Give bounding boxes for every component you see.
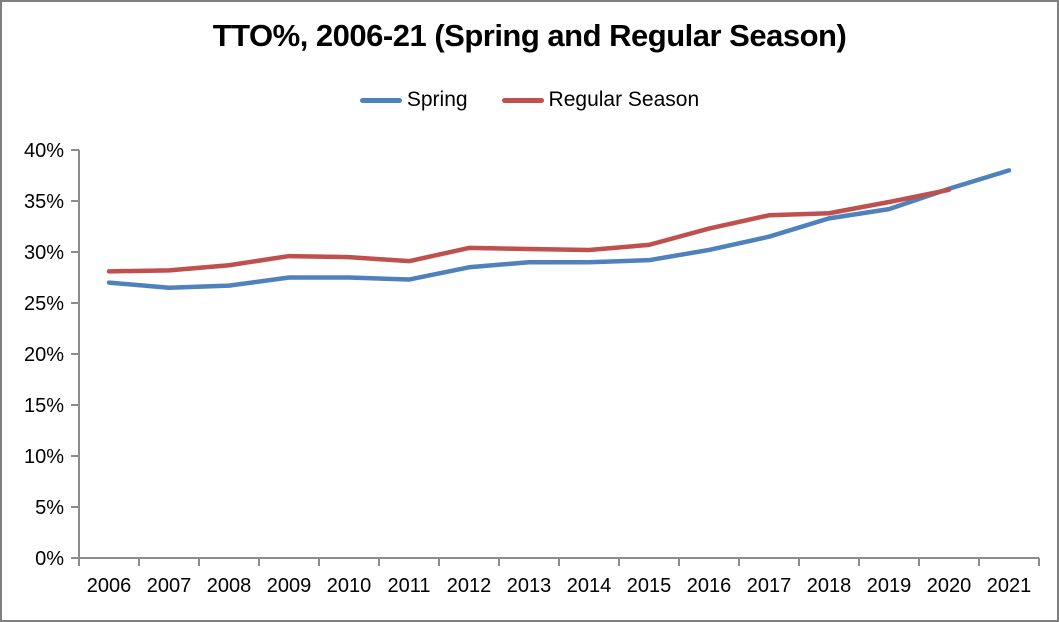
legend-item-spring: Spring: [359, 88, 468, 112]
chart-legend: Spring Regular Season: [2, 88, 1057, 112]
x-tick-label: 2009: [267, 575, 312, 597]
y-tick-label: 30%: [24, 242, 64, 264]
legend-swatch-icon: [359, 97, 402, 103]
x-tick-label: 2020: [927, 575, 972, 597]
x-tick-label: 2008: [207, 575, 252, 597]
series-line-spring: [106, 168, 1012, 290]
x-tick-label: 2007: [147, 575, 192, 597]
y-tick-label: 25%: [24, 293, 64, 315]
legend-label: Spring: [406, 88, 468, 111]
x-tick-label: 2018: [807, 575, 852, 597]
x-tick-label: 2015: [627, 575, 672, 597]
y-tick-label: 0%: [35, 548, 64, 570]
x-tick-label: 2019: [867, 575, 912, 597]
legend-label: Regular Season: [548, 88, 700, 111]
chart-title: TTO%, 2006-21 (Spring and Regular Season…: [212, 18, 847, 53]
x-tick-label: 2016: [687, 575, 732, 597]
x-tick-label: 2017: [747, 575, 792, 597]
y-tick-label: 15%: [24, 395, 64, 417]
x-tick-label: 2013: [507, 575, 552, 597]
y-tick-label: 5%: [35, 497, 64, 519]
y-tick-label: 10%: [24, 446, 64, 468]
x-tick-label: 2012: [447, 575, 492, 597]
legend-item-regular-season: Regular Season: [501, 88, 700, 112]
x-tick-label: 2011: [387, 575, 430, 597]
series-line-regular-season: [106, 187, 952, 274]
x-tick-label: 2010: [327, 575, 372, 597]
legend-swatch-icon: [501, 97, 544, 103]
y-tick-label: 40%: [24, 140, 64, 162]
x-tick-label: 2006: [87, 575, 132, 597]
y-tick-label: 35%: [24, 191, 64, 213]
y-tick-label: 20%: [24, 344, 64, 366]
x-tick-label: 2014: [567, 575, 612, 597]
x-tick-label: 2021: [987, 575, 1032, 597]
